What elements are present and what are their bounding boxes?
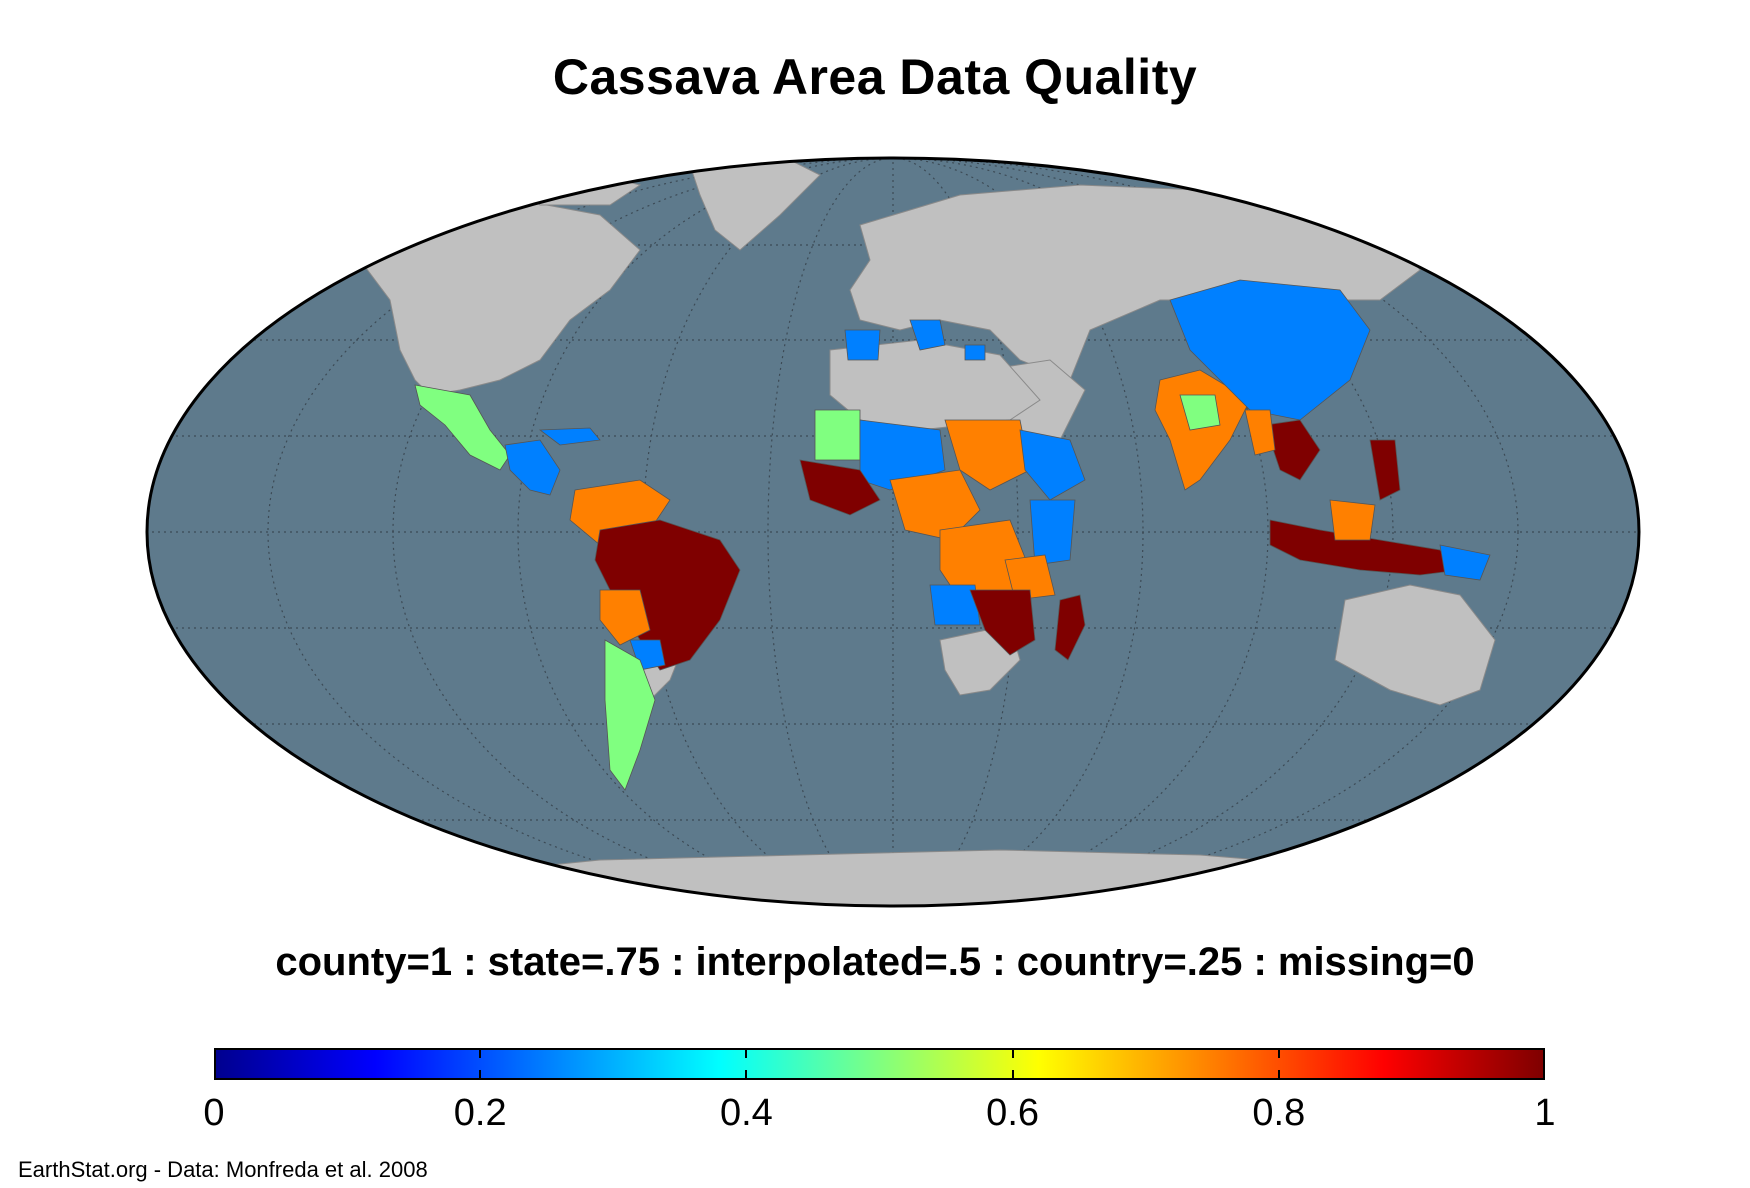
region-angola xyxy=(929,584,981,626)
colorbar-tick-label: 0.4 xyxy=(719,1092,773,1134)
region-tanzania xyxy=(1004,554,1056,601)
region-zambia-mozambique xyxy=(969,589,1036,656)
region-bolivia xyxy=(599,589,651,646)
region-central-america xyxy=(504,439,561,496)
region-mexico xyxy=(414,384,511,471)
region-caribbean xyxy=(538,427,601,446)
region-chad-sudan xyxy=(944,419,1031,491)
globe-outline xyxy=(145,156,1641,908)
region-mauritania xyxy=(814,409,861,461)
region-west-africa-county xyxy=(799,459,881,516)
colorbar-tick-label: 0 xyxy=(203,1092,225,1134)
australia xyxy=(1334,584,1496,706)
colorbar-tick-label: 0.2 xyxy=(453,1092,507,1134)
colorbar-tick-label: 1 xyxy=(1534,1092,1556,1134)
region-papua xyxy=(1439,544,1491,581)
colorbar-tick xyxy=(479,1048,482,1058)
legend-caption: county=1 : state=.75 : interpolated=.5 :… xyxy=(275,940,1475,984)
colorbar-tick xyxy=(479,1070,482,1080)
region-india xyxy=(1154,369,1251,491)
region-east-africa xyxy=(1029,499,1076,566)
region-spain xyxy=(844,329,881,361)
region-italy xyxy=(909,319,946,351)
region-greece xyxy=(964,344,986,361)
region-borneo xyxy=(1329,499,1376,541)
region-india-interpolated xyxy=(1179,394,1221,431)
region-madagascar xyxy=(1054,594,1086,661)
region-nigeria xyxy=(889,469,981,541)
map-title: Cassava Area Data Quality xyxy=(552,49,1198,105)
world-map xyxy=(145,156,1641,908)
colorbar-tick xyxy=(1011,1048,1014,1058)
colorbar-tick xyxy=(745,1070,748,1080)
region-myanmar xyxy=(1244,409,1276,456)
colorbar-tick xyxy=(1277,1048,1280,1058)
region-thailand xyxy=(1264,419,1321,481)
colorbar-tick-label: 0.8 xyxy=(1252,1092,1306,1134)
colorbar-tick xyxy=(1277,1070,1280,1080)
region-argentina xyxy=(604,639,656,791)
credit-text: EarthStat.org - Data: Monfreda et al. 20… xyxy=(18,1157,428,1182)
colorbar-tick xyxy=(745,1048,748,1058)
colorbar xyxy=(214,1048,1545,1080)
data-regions xyxy=(414,279,1491,791)
region-philippines xyxy=(1369,439,1401,501)
region-brazil xyxy=(594,519,741,671)
region-china xyxy=(1169,279,1371,421)
colorbar-tick xyxy=(1011,1070,1014,1080)
colorbar-tick-label: 0.6 xyxy=(986,1092,1040,1134)
region-ethiopia xyxy=(1019,429,1086,501)
